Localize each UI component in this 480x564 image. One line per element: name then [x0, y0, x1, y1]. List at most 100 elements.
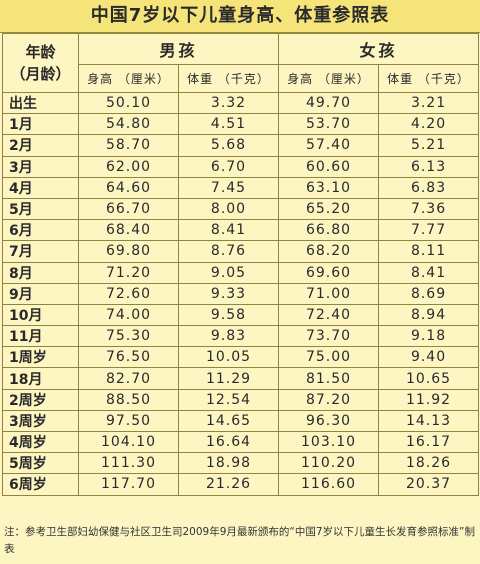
boy-height-cell: 54.80: [78, 113, 179, 136]
girl-weight-cell: 6.13: [378, 155, 480, 178]
boy-height-cell: 97.50: [78, 409, 179, 433]
boy-weight-cell: 7.45: [177, 176, 280, 199]
age-header-line1: 年龄: [25, 43, 56, 61]
footnote: 注：参考卫生部妇幼保健与社区卫生司2009年9月最新颁布的“中国7岁以下儿童生长…: [4, 526, 475, 555]
girl-weight-cell: 14.13: [378, 409, 480, 433]
age-cell: 9月: [2, 282, 79, 305]
boy-weight-cell: 5.68: [177, 134, 280, 157]
girl-weight-cell: 16.17: [378, 430, 480, 454]
girl-height-cell: 73.70: [278, 325, 380, 348]
girl-height-cell: 66.80: [278, 219, 380, 242]
table-body: 出生 50.10 3.32 49.70 3.21 1月 54.80 4.51 53.70 4.20…: [2, 91, 480, 496]
girl-height-cell: 96.30: [278, 409, 380, 433]
table-row: 6月 68.40 8.41 66.80 7.77: [2, 219, 480, 242]
growth-table: 年龄 （月龄） 男孩 女孩 身高 （厘米） 体重 （千克） 身高 （厘米） 体重…: [2, 33, 480, 496]
table-row: 18月 82.70 11.29 81.50 10.65: [2, 367, 480, 390]
girl-weight-cell: 9.40: [378, 346, 480, 369]
table-row: 6周岁 117.70 21.26 116.60 20.37: [2, 473, 480, 496]
boy-weight-cell: 6.70: [177, 155, 280, 178]
boy-weight-cell: 8.00: [177, 197, 280, 221]
table-row: 2月 58.70 5.68 57.40 5.21: [2, 134, 480, 157]
girls-height-header: 身高 （厘米）: [278, 64, 380, 93]
boys-weight-header: 体重 （千克）: [177, 64, 280, 93]
boy-weight-cell: 9.83: [177, 325, 280, 348]
table-row: 11月 75.30 9.83 73.70 9.18: [2, 325, 480, 348]
boy-height-cell: 82.70: [78, 367, 179, 390]
boy-height-cell: 64.60: [78, 176, 179, 199]
girl-height-cell: 81.50: [278, 367, 380, 390]
girl-height-cell: 57.40: [278, 134, 380, 157]
boy-height-cell: 58.70: [78, 134, 179, 157]
girl-height-cell: 103.10: [278, 430, 380, 454]
boy-height-cell: 69.80: [78, 240, 179, 263]
age-cell: 3月: [2, 155, 79, 178]
age-cell: 6周岁: [2, 473, 79, 496]
girl-height-cell: 75.00: [278, 346, 380, 369]
age-cell: 4周岁: [2, 430, 79, 454]
age-cell: 18月: [2, 367, 79, 390]
girl-weight-cell: 7.36: [378, 197, 480, 221]
boy-height-cell: 68.40: [78, 219, 179, 242]
boy-weight-cell: 14.65: [177, 409, 280, 433]
age-cell: 11月: [2, 325, 79, 348]
boy-weight-cell: 21.26: [177, 473, 280, 496]
table-row: 3月 62.00 6.70 60.60 6.13: [2, 155, 480, 178]
age-cell: 出生: [2, 91, 79, 115]
age-cell: 10月: [2, 303, 79, 327]
girl-height-cell: 65.20: [278, 197, 380, 221]
boy-weight-cell: 8.76: [177, 240, 280, 263]
girls-group-header: 女孩: [278, 33, 480, 65]
girl-weight-cell: 3.21: [378, 91, 480, 115]
age-cell: 1月: [2, 113, 79, 136]
table-row: 4周岁 104.10 16.64 103.10 16.17: [2, 430, 480, 454]
girl-weight-cell: 18.26: [378, 452, 480, 475]
age-cell: 5月: [2, 197, 79, 221]
girl-height-cell: 60.60: [278, 155, 380, 178]
boy-height-cell: 104.10: [78, 430, 179, 454]
boy-weight-cell: 9.05: [177, 261, 280, 284]
girl-weight-cell: 10.65: [378, 367, 480, 390]
girl-height-cell: 49.70: [278, 91, 380, 115]
boy-weight-cell: 11.29: [177, 367, 280, 390]
table-row: 2周岁 88.50 12.54 87.20 11.92: [2, 388, 480, 411]
girl-weight-cell: 7.77: [378, 219, 480, 242]
boy-weight-cell: 10.05: [177, 346, 280, 369]
table-row: 5月 66.70 8.00 65.20 7.36: [2, 197, 480, 221]
age-cell: 8月: [2, 261, 79, 284]
girl-weight-cell: 11.92: [378, 388, 480, 411]
boy-weight-cell: 8.41: [177, 219, 280, 242]
boy-height-cell: 88.50: [78, 388, 179, 411]
age-cell: 7月: [2, 240, 79, 263]
girl-height-cell: 68.20: [278, 240, 380, 263]
girl-height-cell: 72.40: [278, 303, 380, 327]
age-cell: 6月: [2, 219, 79, 242]
boy-height-cell: 71.20: [78, 261, 179, 284]
boy-weight-cell: 9.58: [177, 303, 280, 327]
table-row: 4月 64.60 7.45 63.10 6.83: [2, 176, 480, 199]
boy-weight-cell: 9.33: [177, 282, 280, 305]
boy-weight-cell: 12.54: [177, 388, 280, 411]
header-row-groups: 年龄 （月龄） 男孩 女孩: [2, 33, 480, 93]
boys-height-header: 身高 （厘米）: [78, 64, 179, 93]
table-row: 3周岁 97.50 14.65 96.30 14.13: [2, 409, 480, 433]
girl-height-cell: 116.60: [278, 473, 380, 496]
boy-height-cell: 117.70: [78, 473, 179, 496]
table-row: 10月 74.00 9.58 72.40 8.94: [2, 303, 480, 327]
table-row: 8月 71.20 9.05 69.60 8.41: [2, 261, 480, 284]
girl-weight-cell: 5.21: [378, 134, 480, 157]
boy-height-cell: 76.50: [78, 346, 179, 369]
girl-weight-cell: 4.20: [378, 113, 480, 136]
girl-height-cell: 69.60: [278, 261, 380, 284]
age-header-line2: （月龄）: [10, 65, 71, 83]
girl-weight-cell: 9.18: [378, 325, 480, 348]
age-column-header: 年龄 （月龄）: [2, 33, 79, 93]
boy-height-cell: 62.00: [78, 155, 179, 178]
age-cell: 5周岁: [2, 452, 79, 475]
header-row-metrics: 身高 （厘米） 体重 （千克） 身高 （厘米） 体重 （千克）: [3, 64, 480, 93]
page-title: 中国7岁以下儿童身高、体重参照表: [0, 0, 480, 33]
boy-height-cell: 72.60: [78, 282, 179, 305]
age-cell: 1周岁: [2, 346, 79, 369]
table-header: 年龄 （月龄） 男孩 女孩 身高 （厘米） 体重 （千克） 身高 （厘米） 体重…: [2, 33, 480, 93]
age-cell: 2月: [2, 134, 79, 157]
